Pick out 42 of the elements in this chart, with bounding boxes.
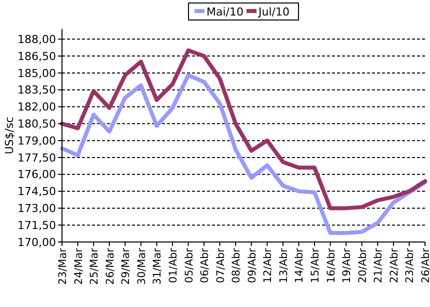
legend-label: Jul/10 <box>258 6 290 18</box>
line-series <box>60 73 427 235</box>
x-tick-label: 19/Abr <box>341 247 354 284</box>
x-tick-label: 20/Abr <box>356 247 369 284</box>
line-series <box>60 48 427 210</box>
x-tick-label: 09/Abr <box>246 247 258 284</box>
x-tick-label: 05/Abr <box>183 247 196 284</box>
y-tick-label: 182,00 <box>18 100 56 114</box>
x-tick-label: 31/Mar <box>152 247 164 285</box>
x-tick-label: 21/Abr <box>372 247 385 284</box>
x-tick-label: 08/Abr <box>230 247 243 284</box>
x-tick-label: 16/Abr <box>325 247 338 284</box>
legend-label: Mai/10 <box>206 6 244 18</box>
x-tick-label: 26/Abr <box>420 247 430 284</box>
y-tick-label: 185,00 <box>18 66 56 80</box>
y-tick-label: 186,50 <box>18 50 56 63</box>
x-tick-label: 23/Abr <box>404 247 416 284</box>
x-tick-label: 07/Abr <box>214 247 227 284</box>
x-tick-label: 01/Abr <box>167 247 180 284</box>
x-tick-label: 23/Mar <box>57 247 69 285</box>
x-tick-label: 25/Mar <box>88 247 101 285</box>
x-tick-label: 24/Mar <box>72 247 85 285</box>
x-tick-label: 29/Mar <box>120 247 132 285</box>
y-axis-title: US$/sc <box>3 116 16 154</box>
y-tick-label: 179,00 <box>18 134 56 148</box>
y-tick-label: 177,50 <box>18 151 56 164</box>
x-tick-label: 30/Mar <box>136 247 148 285</box>
x-tick-label: 06/Abr <box>199 247 212 284</box>
x-tick-label: 26/Mar <box>104 247 116 285</box>
y-tick-label: 173,00 <box>18 202 56 216</box>
x-tick-label: 15/Abr <box>310 247 322 284</box>
y-tick-label: 183,50 <box>18 84 56 97</box>
x-tick-label: 22/Abr <box>388 247 400 284</box>
x-tick-label: 14/Abr <box>294 247 306 284</box>
x-tick-label: 12/Abr <box>262 247 274 284</box>
y-tick-label: 176,00 <box>18 168 56 182</box>
y-tick-label: 180,50 <box>18 118 56 131</box>
y-tick-label: 171,50 <box>18 218 56 232</box>
y-tick-label: 188,00 <box>18 32 56 46</box>
y-tick-label: 170,00 <box>18 236 56 249</box>
x-tick-label: 13/Abr <box>278 247 290 284</box>
y-tick-label: 174,50 <box>18 185 56 198</box>
